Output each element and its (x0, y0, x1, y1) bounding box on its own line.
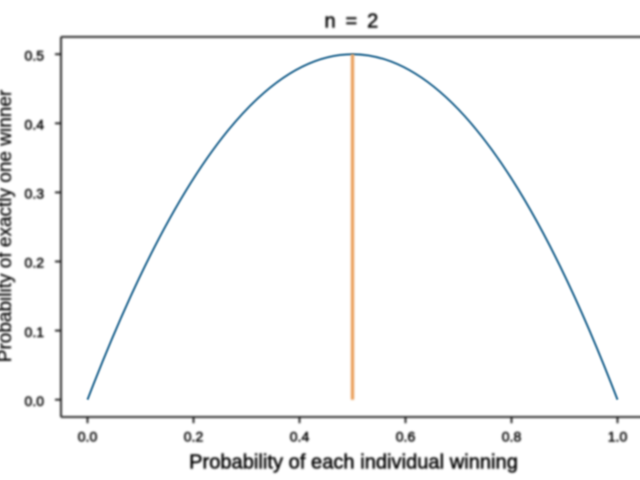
svg-text:0.5: 0.5 (25, 47, 45, 63)
svg-text:0.3: 0.3 (25, 186, 45, 202)
svg-text:0.4: 0.4 (25, 117, 45, 133)
svg-text:0.6: 0.6 (396, 429, 416, 445)
svg-text:0.4: 0.4 (290, 429, 310, 445)
svg-text:0.2: 0.2 (25, 255, 45, 271)
svg-text:n = 2: n = 2 (324, 11, 380, 33)
svg-text:0.0: 0.0 (78, 429, 98, 445)
svg-text:0.1: 0.1 (25, 324, 45, 340)
svg-text:0.2: 0.2 (184, 429, 204, 445)
svg-text:0.8: 0.8 (502, 429, 522, 445)
svg-text:0.0: 0.0 (25, 393, 45, 409)
svg-text:Probability of each individual: Probability of each individual winning (189, 452, 518, 474)
svg-text:1.0: 1.0 (608, 429, 628, 445)
svg-text:Probability of exactly one win: Probability of exactly one winner (0, 89, 16, 362)
